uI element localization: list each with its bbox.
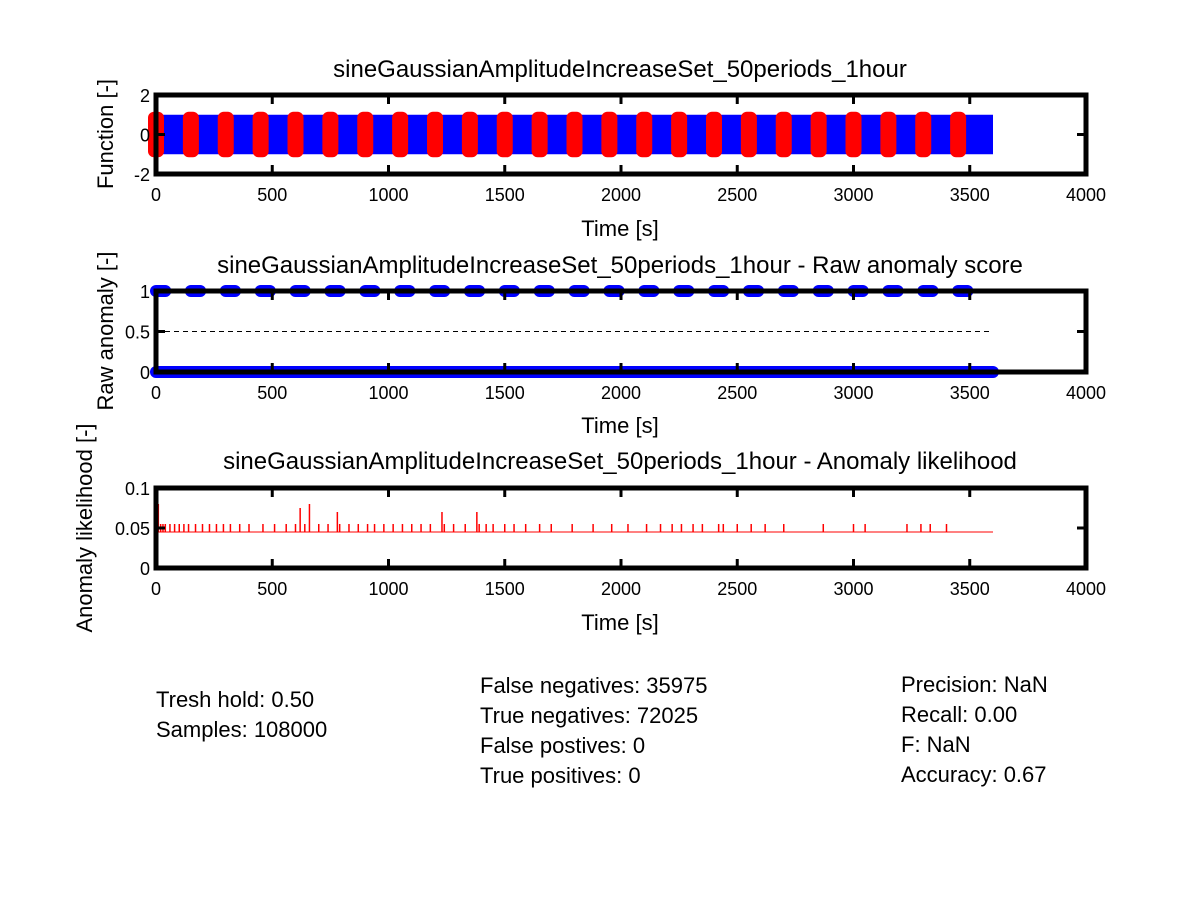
raw-anomaly-panel-ylabel: Raw anomaly [-] [93, 252, 118, 411]
x-tick-label: 3500 [950, 185, 990, 205]
anomaly-mark [392, 111, 409, 158]
stats-recall: Recall: 0.00 [901, 702, 1018, 727]
likelihood-panel: sineGaussianAmplitudeIncreaseSet_50perio… [72, 423, 1106, 635]
x-tick-label: 3000 [833, 383, 873, 403]
x-tick-label: 3500 [950, 579, 990, 599]
anomaly-mark [287, 111, 304, 158]
x-tick-label: 2000 [601, 383, 641, 403]
anomaly-mark [915, 111, 932, 158]
anomaly-mark [880, 111, 897, 158]
x-tick-label: 4000 [1066, 383, 1106, 403]
x-tick-label: 2500 [717, 579, 757, 599]
anomaly-mark [740, 111, 757, 158]
y-tick-label: 2 [140, 86, 150, 106]
stats-threshold: Tresh hold: 0.50 [156, 687, 315, 712]
x-tick-label: 4000 [1066, 579, 1106, 599]
likelihood-plot-area: 0 500 1000 1500 2000 2500 3000 3500 4000 0 0.05 0.1 [115, 479, 1106, 599]
raw-anomaly-panel: sineGaussianAmplitudeIncreaseSet_50perio… [93, 252, 1106, 438]
y-tick-label: 0.1 [125, 479, 150, 499]
y-tick-label: 0.5 [125, 323, 150, 343]
anomaly-mark [601, 111, 618, 158]
stats-false-positives: False postives: 0 [480, 733, 646, 758]
raw-anomaly-plot-area: 0 500 1000 1500 2000 2500 3000 3500 4000 0 0.5 1 [125, 282, 1106, 403]
x-tick-label: 1000 [368, 579, 408, 599]
anomaly-mark [671, 111, 688, 158]
anomaly-mark [217, 111, 234, 158]
x-tick-label: 1000 [368, 185, 408, 205]
x-tick-label: 500 [257, 185, 287, 205]
function-panel: sineGaussianAmplitudeIncreaseSet_50perio… [93, 56, 1106, 241]
likelihood-panel-ylabel: Anomaly likelihood [-] [72, 423, 97, 632]
x-tick-label: 4000 [1066, 185, 1106, 205]
anomaly-mark [252, 111, 269, 158]
y-tick-label: 1 [140, 282, 150, 302]
x-tick-label: 1500 [485, 579, 525, 599]
stats-accuracy: Accuracy: 0.67 [901, 762, 1047, 787]
x-tick-label: 0 [151, 185, 161, 205]
x-tick-label: 3000 [833, 579, 873, 599]
anomaly-mark [461, 111, 478, 158]
stats-true-positives: True positives: 0 [480, 763, 641, 788]
x-tick-label: 1000 [368, 383, 408, 403]
x-tick-label: 2500 [717, 185, 757, 205]
x-tick-label: 3000 [833, 185, 873, 205]
stats-threshold-samples: Tresh hold: 0.50 Samples: 108000 [156, 685, 327, 745]
x-tick-label: 2000 [601, 579, 641, 599]
x-tick-label: 3500 [950, 383, 990, 403]
x-tick-label: 500 [257, 579, 287, 599]
anomaly-mark [845, 111, 862, 158]
anomaly-mark [496, 111, 513, 158]
likelihood-panel-xlabel: Time [s] [581, 610, 658, 635]
anomaly-mark [322, 111, 339, 158]
anomaly-mark [950, 111, 967, 158]
x-tick-label: 2000 [601, 185, 641, 205]
anomaly-mark [531, 111, 548, 158]
anomaly-mark [427, 111, 443, 158]
x-tick-label: 1500 [485, 383, 525, 403]
stats-metrics: Precision: NaN Recall: 0.00 F: NaN Accur… [901, 670, 1048, 790]
stats-f-score: F: NaN [901, 732, 971, 757]
stats-confusion: False negatives: 35975 True negatives: 7… [480, 671, 708, 791]
function-panel-xlabel: Time [s] [581, 216, 658, 241]
x-tick-label: 2500 [717, 383, 757, 403]
anomaly-mark [566, 111, 583, 158]
likelihood-panel-title: sineGaussianAmplitudeIncreaseSet_50perio… [223, 448, 1017, 475]
anomaly-mark [182, 111, 199, 158]
anomaly-mark [357, 111, 374, 158]
y-tick-label: 0 [140, 559, 150, 579]
anomaly-mark [636, 111, 653, 158]
stats-true-negatives: True negatives: 72025 [480, 703, 699, 728]
x-tick-label: 500 [257, 383, 287, 403]
function-plot-area: 0 500 1000 1500 2000 2500 3000 3500 4000-202 [134, 86, 1106, 205]
x-tick-label: 0 [151, 383, 161, 403]
function-panel-ylabel: Function [-] [93, 79, 118, 189]
x-tick-label: 0 [151, 579, 161, 599]
stats-precision: Precision: NaN [901, 672, 1048, 697]
raw-anomaly-panel-xlabel: Time [s] [581, 413, 658, 438]
y-tick-label: 0 [140, 126, 150, 146]
anomaly-mark [775, 111, 792, 158]
anomaly-mark [810, 111, 827, 158]
function-panel-title: sineGaussianAmplitudeIncreaseSet_50perio… [333, 56, 907, 83]
y-tick-label: 0.05 [115, 519, 150, 539]
anomaly-mark [706, 111, 722, 158]
y-tick-label: -2 [134, 165, 150, 185]
stats-false-negatives: False negatives: 35975 [480, 673, 708, 698]
raw-anomaly-panel-title: sineGaussianAmplitudeIncreaseSet_50perio… [217, 252, 1023, 279]
stats-samples: Samples: 108000 [156, 717, 328, 742]
y-tick-label: 0 [140, 363, 150, 383]
x-tick-label: 1500 [485, 185, 525, 205]
